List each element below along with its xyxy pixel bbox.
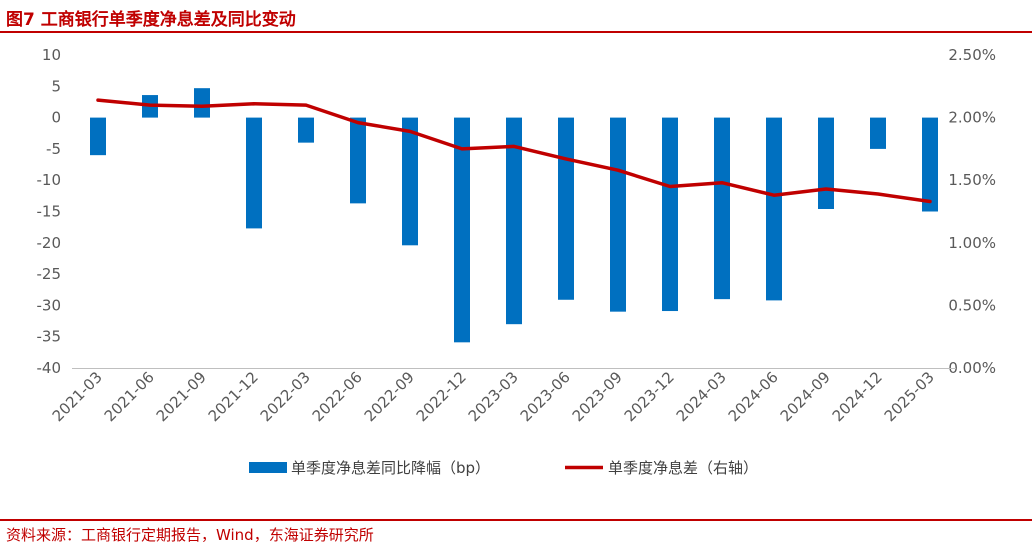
x-axis-tick-label: 2023-12	[621, 368, 678, 425]
x-axis-tick-label: 2024-12	[829, 368, 886, 425]
line-point	[200, 104, 204, 108]
left-axis-ticks: 10 5 0 -5 -10 -15 -20 -25 -30 -35 -40	[37, 46, 62, 377]
left-axis-tick-label: -20	[37, 234, 62, 252]
bar	[402, 117, 418, 246]
x-axis-tick-label: 2023-03	[465, 368, 522, 425]
x-axis-ticks: 2021-032021-062021-092021-122022-032022-…	[49, 368, 938, 425]
line-point	[824, 187, 828, 191]
right-axis-tick-label: 1.50%	[948, 171, 996, 189]
line-point	[564, 157, 568, 161]
line-point	[304, 103, 308, 107]
left-axis-tick-label: -5	[46, 140, 61, 158]
left-axis-tick-label: 10	[42, 46, 61, 64]
line-point	[616, 168, 620, 172]
left-axis-tick-label: 5	[51, 77, 61, 95]
legend-bar-swatch	[249, 462, 287, 473]
legend-label-bars: 单季度净息差同比降幅（bp）	[291, 459, 490, 477]
left-axis-tick-label: -40	[37, 359, 62, 377]
source-note: 资料来源：工商银行定期报告，Wind，东海证券研究所	[6, 526, 374, 544]
bar	[298, 117, 314, 143]
line-point	[96, 98, 100, 102]
line-point	[928, 199, 932, 203]
right-axis-tick-label: 1.00%	[948, 234, 996, 252]
x-axis-tick-label: 2022-12	[413, 368, 470, 425]
bar	[194, 88, 210, 118]
bar	[714, 117, 730, 300]
bar	[766, 117, 782, 301]
line-series	[96, 98, 932, 204]
left-axis-tick-label: -15	[37, 203, 62, 221]
right-axis-tick-label: 0.50%	[948, 296, 996, 314]
line-point	[772, 193, 776, 197]
line-point	[876, 192, 880, 196]
left-axis-tick-label: -10	[37, 171, 62, 189]
bar	[558, 117, 574, 300]
legend-label-line: 单季度净息差（右轴）	[608, 459, 758, 477]
right-axis-tick-label: 2.50%	[948, 46, 996, 64]
line-point	[148, 103, 152, 107]
bar	[90, 117, 106, 156]
x-axis-tick-label: 2022-09	[361, 368, 418, 425]
x-axis-tick-label: 2022-03	[257, 368, 314, 425]
x-axis-tick-label: 2024-03	[673, 368, 730, 425]
x-axis-tick-label: 2022-06	[309, 368, 366, 425]
line-point	[720, 181, 724, 185]
chart-title: 图7 工商银行单季度净息差及同比变动	[6, 10, 296, 30]
x-axis-tick-label: 2023-06	[517, 368, 574, 425]
bar	[818, 117, 834, 209]
line-point	[668, 184, 672, 188]
x-axis-tick-label: 2025-03	[881, 368, 938, 425]
left-axis-tick-label: -30	[37, 296, 62, 314]
bar	[922, 117, 938, 212]
bar	[610, 117, 626, 312]
bar	[870, 117, 886, 149]
right-axis-ticks: 2.50% 2.00% 1.50% 1.00% 0.50% 0.00%	[948, 46, 996, 377]
left-axis-tick-label: -25	[37, 265, 62, 283]
x-axis-tick-label: 2021-06	[101, 368, 158, 425]
left-axis-tick-label: 0	[51, 109, 61, 127]
right-axis-tick-label: 0.00%	[948, 359, 996, 377]
footer-divider	[0, 519, 1032, 521]
bar	[506, 117, 522, 325]
bar	[246, 117, 262, 229]
line-point	[356, 121, 360, 125]
line-point	[460, 147, 464, 151]
line-point	[512, 144, 516, 148]
x-axis-tick-label: 2024-09	[777, 368, 834, 425]
title-divider	[0, 31, 1032, 33]
line-point	[408, 129, 412, 133]
bar	[454, 117, 470, 343]
bar-series	[90, 88, 938, 343]
bar	[350, 117, 366, 204]
right-axis-tick-label: 2.00%	[948, 109, 996, 127]
x-axis-tick-label: 2021-09	[153, 368, 210, 425]
x-axis-tick-label: 2023-09	[569, 368, 626, 425]
bar	[662, 117, 678, 312]
line-point	[252, 102, 256, 106]
legend: 单季度净息差同比降幅（bp） 单季度净息差（右轴）	[249, 459, 758, 477]
x-axis-tick-label: 2021-12	[205, 368, 262, 425]
left-axis-tick-label: -35	[37, 328, 62, 346]
x-axis-tick-label: 2024-06	[725, 368, 782, 425]
